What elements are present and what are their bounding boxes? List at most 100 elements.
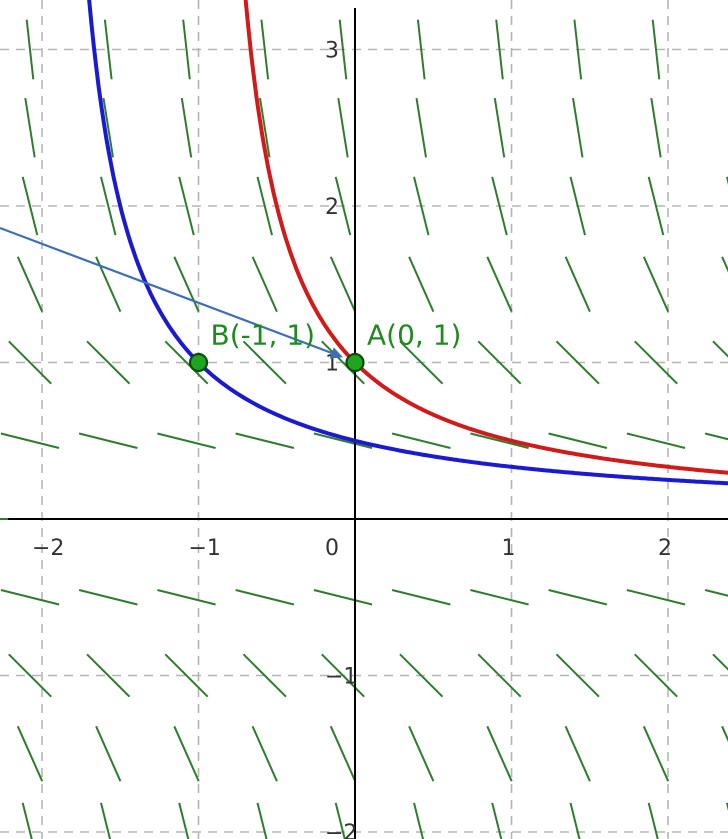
points[interactable]: A(0, 1) B(-1, 1)	[188, 319, 461, 373]
slope-segment	[86, 340, 131, 385]
point-label: B(-1, 1)	[211, 319, 316, 352]
slope-segment	[242, 340, 287, 385]
slope-segment	[8, 340, 52, 385]
slope-segment	[647, 176, 665, 236]
slope-segment	[470, 432, 529, 449]
slope-segment	[493, 97, 506, 158]
point-label: A(0, 1)	[367, 319, 461, 352]
slope-segment	[313, 432, 373, 449]
slope-segment	[86, 653, 131, 698]
slope-segment	[8, 653, 52, 698]
slope-segment	[477, 340, 522, 385]
slope-segment	[164, 340, 209, 385]
x-tick-label: 2	[658, 536, 672, 561]
slope-segment	[0, 589, 60, 606]
slope-segment	[25, 19, 35, 80]
slope-segment	[721, 256, 728, 273]
slope-segment	[413, 176, 430, 236]
slope-segment	[391, 432, 451, 449]
slope-segment	[321, 340, 365, 385]
slope-segment	[569, 176, 586, 236]
y-tick-label: −1	[325, 665, 357, 690]
slope-segment	[78, 432, 138, 449]
slope-segment	[334, 802, 346, 839]
slope-segment	[182, 19, 191, 80]
slope-segment	[572, 97, 584, 158]
x-tick-label: 1	[502, 536, 516, 561]
slope-segment	[259, 97, 271, 158]
slope-segment	[102, 97, 114, 158]
slope-segment	[164, 653, 209, 698]
slope-segment	[650, 97, 662, 158]
slope-segment	[642, 725, 670, 782]
slope-segment	[408, 256, 435, 313]
slope-segment	[180, 97, 193, 158]
slope-segment	[329, 725, 357, 782]
slope-segment	[569, 802, 581, 839]
slope-segment	[21, 802, 33, 839]
slope-segment	[399, 340, 444, 385]
point-a[interactable]	[345, 352, 365, 373]
slope-segment	[251, 725, 278, 782]
slope-field	[0, 19, 728, 839]
slope-segment	[712, 340, 728, 358]
slope-segment	[313, 589, 373, 606]
slope-segment	[651, 19, 661, 80]
annotation-arrow	[0, 226, 343, 359]
slope-segment	[78, 589, 138, 606]
slope-segment	[391, 589, 451, 606]
slope-segment	[642, 256, 670, 313]
slope-segment	[16, 725, 44, 782]
slope-segment	[256, 176, 273, 236]
slope-segment	[564, 725, 591, 782]
slope-segment	[21, 176, 39, 236]
slope-segment	[626, 589, 686, 606]
slope-segment	[564, 256, 591, 313]
slope-segment	[260, 19, 270, 80]
slope-segment	[548, 589, 608, 606]
slope-segment	[486, 725, 513, 782]
slope-segment	[470, 589, 529, 606]
y-tick-label: −2	[325, 821, 357, 839]
solution-curve-2	[87, 0, 728, 486]
slope-segment	[555, 653, 600, 698]
slope-segment	[721, 725, 728, 743]
point-b[interactable]	[188, 352, 209, 373]
slope-segment	[626, 432, 686, 449]
slope-segment	[704, 589, 728, 597]
annotation-arrow-group	[0, 226, 343, 359]
slope-segment	[548, 432, 608, 449]
slope-segment	[634, 653, 678, 698]
slope-segment	[178, 176, 195, 236]
axes	[8, 8, 728, 839]
slope-segment	[173, 256, 200, 313]
slope-segment	[413, 802, 425, 839]
solution-curve-1	[243, 0, 728, 475]
slope-segment	[157, 432, 216, 449]
slope-segment	[178, 802, 190, 839]
slope-segment	[95, 725, 122, 782]
slope-segment	[415, 97, 427, 158]
slope-segment	[704, 432, 728, 441]
slope-segment	[0, 432, 60, 449]
slope-segment	[256, 802, 268, 839]
slope-segment	[16, 256, 44, 313]
slope-segment	[416, 19, 426, 80]
slope-segment	[712, 653, 728, 671]
slope-segment	[321, 653, 365, 698]
x-tick-label: −2	[32, 536, 64, 561]
slope-segment	[477, 653, 522, 698]
slope-segment	[235, 432, 295, 449]
slope-segment	[338, 19, 348, 80]
slope-segment	[334, 176, 352, 236]
slope-segment	[555, 340, 600, 385]
slope-segment	[647, 802, 659, 839]
slope-segment	[491, 176, 508, 236]
slope-segment	[103, 19, 113, 80]
y-tick-label: 3	[325, 39, 339, 64]
slope-segment	[399, 653, 444, 698]
slope-segment	[242, 653, 287, 698]
